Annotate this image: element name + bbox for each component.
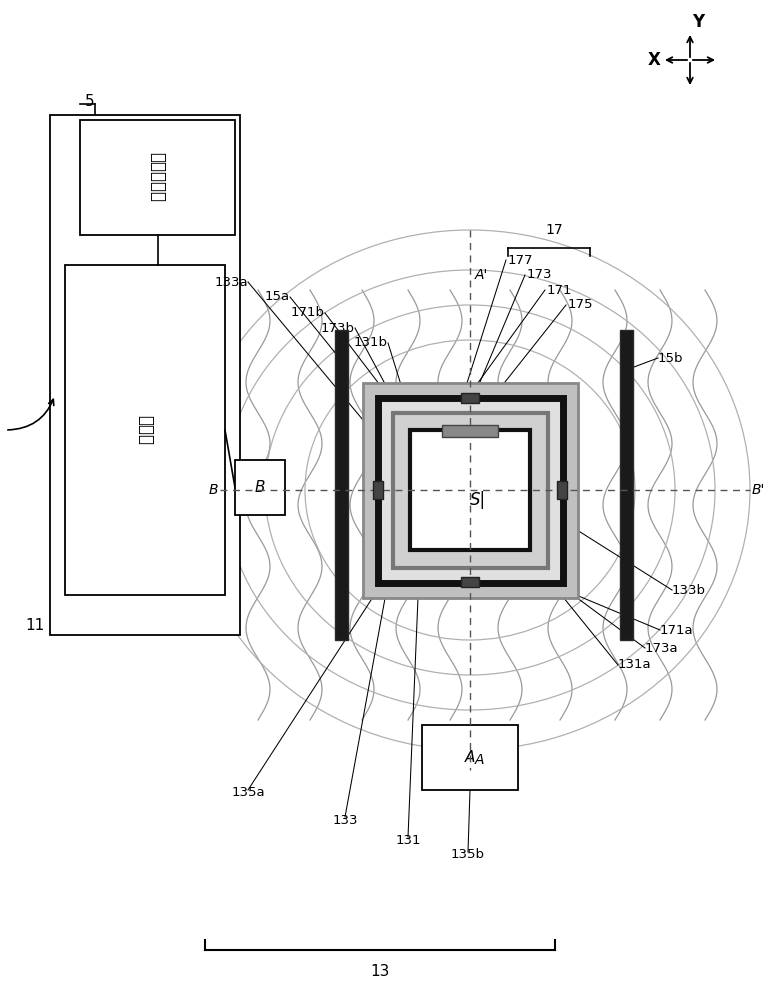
Text: 171a: 171a (660, 624, 694, 637)
Bar (442, 425, 498, 437)
Text: 173a: 173a (645, 642, 678, 654)
Text: 控制部: 控制部 (136, 415, 154, 445)
Text: 15a: 15a (265, 290, 290, 304)
Text: 135a: 135a (231, 786, 264, 800)
Text: 131b: 131b (354, 336, 388, 350)
Text: 173b: 173b (321, 322, 355, 334)
Text: 11: 11 (25, 617, 45, 633)
Bar (335, 330, 348, 640)
Text: B: B (208, 483, 218, 497)
Bar (378, 398, 563, 583)
Text: A: A (465, 750, 475, 765)
Text: 175: 175 (568, 298, 594, 312)
Text: 训练指示部: 训练指示部 (149, 152, 167, 202)
Bar (235, 460, 285, 515)
Text: 135b: 135b (451, 848, 485, 861)
Bar (461, 393, 479, 403)
Text: 5: 5 (85, 95, 95, 109)
Bar (620, 330, 633, 640)
Text: X: X (648, 51, 661, 69)
Text: 13: 13 (370, 964, 389, 980)
Bar (557, 481, 567, 499)
Bar (393, 413, 548, 568)
Bar (461, 577, 479, 587)
Text: 133: 133 (332, 814, 358, 826)
Bar (65, 265, 225, 595)
Text: 171: 171 (547, 284, 573, 296)
Text: A: A (475, 753, 484, 767)
Bar (80, 120, 235, 235)
Text: 173: 173 (527, 268, 553, 282)
Bar (363, 383, 578, 598)
Bar (50, 115, 240, 635)
Text: B: B (254, 480, 265, 495)
Text: 131a: 131a (618, 658, 651, 672)
Bar (373, 481, 383, 499)
Text: Y: Y (692, 13, 704, 31)
Text: 15b: 15b (658, 352, 684, 364)
Text: B': B' (752, 483, 766, 497)
Bar (410, 430, 530, 550)
Text: 133b: 133b (672, 584, 706, 596)
Text: 131: 131 (396, 834, 421, 846)
Text: 171b: 171b (291, 306, 325, 320)
Bar (422, 725, 518, 790)
Text: A': A' (475, 268, 488, 282)
Text: 177: 177 (508, 253, 534, 266)
Text: S|: S| (470, 491, 486, 509)
Text: 133a: 133a (214, 275, 248, 288)
Text: 17: 17 (545, 223, 563, 237)
